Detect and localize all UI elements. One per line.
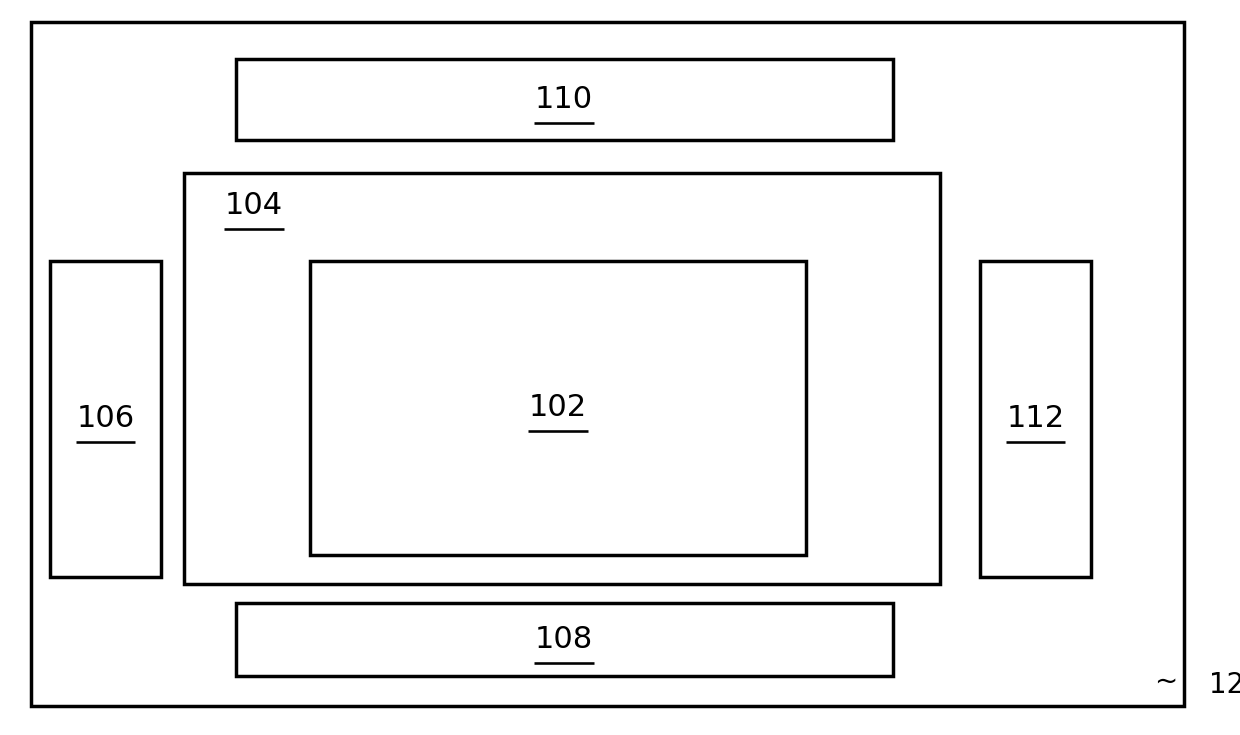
Text: 112: 112 — [1007, 404, 1064, 434]
Text: 104: 104 — [226, 191, 283, 220]
Bar — [184, 173, 940, 584]
Bar — [236, 603, 893, 676]
Bar — [50, 261, 161, 577]
Text: 108: 108 — [536, 625, 593, 654]
Text: 106: 106 — [77, 404, 134, 434]
Bar — [980, 261, 1091, 577]
Text: 110: 110 — [536, 85, 593, 114]
Text: ~: ~ — [1154, 667, 1177, 695]
Text: 120: 120 — [1209, 671, 1240, 699]
Text: 102: 102 — [529, 393, 587, 423]
Bar — [236, 59, 893, 140]
Bar — [310, 261, 806, 555]
